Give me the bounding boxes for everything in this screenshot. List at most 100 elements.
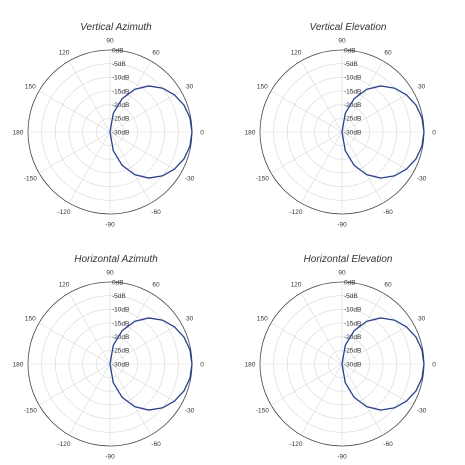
polar-chart: 0 30 60 90 120 150 180 -150 -120 -90 -60 -30 0dB -5dB… [13, 37, 205, 228]
angle-tick-label: -60 [383, 209, 393, 216]
grid-spoke [341, 60, 384, 133]
radial-tick-label: -5dB [344, 61, 358, 68]
grid-spoke [109, 131, 182, 174]
angle-tick-label: -150 [256, 407, 269, 414]
angle-tick-label: 90 [106, 269, 114, 276]
angle-tick-label: 180 [245, 129, 256, 136]
angle-tick-label: -60 [383, 441, 393, 448]
radial-tick-label: -5dB [344, 293, 358, 300]
angle-tick-label: -60 [151, 209, 161, 216]
angle-tick-label: 180 [245, 361, 256, 368]
angle-tick-label: 150 [25, 315, 36, 322]
vertical-azimuth-panel: Vertical Azimuth 0 30 60 90 120 150 180 -150 -12… [0, 0, 232, 232]
angle-tick-label: 120 [59, 50, 70, 57]
radial-tick-label: -20dB [112, 334, 129, 341]
angle-tick-label: 60 [384, 50, 392, 57]
radial-tick-label: -5dB [112, 61, 126, 68]
polar-chart: 0 30 60 90 120 150 180 -150 -120 -90 -60 -30 0dB -5dB… [13, 269, 205, 460]
angle-tick-label: 180 [13, 129, 24, 136]
radial-tick-label: -10dB [344, 307, 361, 314]
grid-spoke [300, 60, 343, 133]
radial-tick-label: -30dB [112, 361, 129, 368]
grid-spoke [341, 90, 414, 133]
angle-tick-label: 30 [418, 83, 426, 90]
radial-tick-label: -20dB [112, 102, 129, 109]
grid-spoke [68, 60, 111, 133]
polar-chart: 0 30 60 90 120 150 180 -150 -120 -90 -60 -30 0dB -5dB… [245, 37, 437, 228]
angle-tick-label: 90 [338, 269, 346, 276]
angle-tick-label: -120 [289, 441, 302, 448]
chart-title: Vertical Elevation [309, 22, 387, 33]
polar-series-line [109, 85, 193, 179]
angle-tick-label: 90 [106, 37, 114, 44]
polar-series-line [341, 317, 425, 411]
angle-tick-label: -30 [185, 407, 195, 414]
radial-tick-label: -15dB [344, 320, 361, 327]
angle-tick-label: 30 [418, 315, 426, 322]
radial-tick-label: 0dB [112, 47, 124, 54]
chart-title: Vertical Azimuth [80, 22, 152, 33]
angle-tick-label: -90 [337, 453, 347, 460]
polar-series-line [341, 85, 425, 179]
grid-spoke [341, 363, 414, 406]
grid-spoke [38, 363, 111, 406]
grid-spoke [341, 131, 414, 174]
grid-spoke [38, 90, 111, 133]
chart-title: Horizontal Azimuth [74, 254, 158, 265]
angle-tick-label: 120 [291, 282, 302, 289]
grid-spoke [109, 292, 152, 365]
grid-spoke [109, 60, 152, 133]
grid-spoke [109, 322, 182, 365]
radial-tick-label: -25dB [344, 348, 361, 355]
grid-spoke [270, 90, 343, 133]
angle-tick-label: 60 [152, 282, 160, 289]
angle-tick-label: -90 [105, 221, 115, 228]
radial-tick-label: -25dB [112, 116, 129, 123]
grid-spoke [300, 131, 343, 204]
grid-spoke [109, 90, 182, 133]
horizontal-elevation-panel: Horizontal Elevation 0 30 60 90 120 150 180 -15… [232, 232, 464, 464]
radial-tick-label: 0dB [344, 279, 356, 286]
grid-spoke [109, 363, 182, 406]
angle-tick-label: 0 [200, 129, 204, 136]
radial-tick-label: 0dB [112, 279, 124, 286]
grid-spoke [270, 131, 343, 174]
angle-tick-label: -90 [337, 221, 347, 228]
angle-tick-label: -30 [185, 175, 195, 182]
grid-spoke [270, 322, 343, 365]
angle-tick-label: -30 [417, 175, 427, 182]
horizontal-azimuth-panel: Horizontal Azimuth 0 30 60 90 120 150 180 -150 -… [0, 232, 232, 464]
grid-spoke [68, 131, 111, 204]
radial-tick-label: -30dB [112, 129, 129, 136]
angle-tick-label: 0 [200, 361, 204, 368]
angle-tick-label: 60 [152, 50, 160, 57]
grid-spoke [341, 292, 384, 365]
radial-tick-label: -30dB [344, 361, 361, 368]
angle-tick-label: 120 [59, 282, 70, 289]
radial-tick-label: -5dB [112, 293, 126, 300]
grid-spoke [300, 363, 343, 436]
grid-spoke [109, 363, 152, 436]
vertical-elevation-panel: Vertical Elevation 0 30 60 90 120 150 180 -150 -… [232, 0, 464, 232]
radial-tick-label: -25dB [344, 116, 361, 123]
angle-tick-label: -90 [105, 453, 115, 460]
radial-tick-label: -20dB [344, 102, 361, 109]
radial-tick-label: -15dB [344, 88, 361, 95]
grid-spoke [68, 292, 111, 365]
angle-tick-label: 150 [257, 315, 268, 322]
angle-tick-label: -120 [57, 209, 70, 216]
polar-chart: 0 30 60 90 120 150 180 -150 -120 -90 -60 -30 0dB -5dB… [245, 269, 437, 460]
angle-tick-label: 60 [384, 282, 392, 289]
polar-series-line [109, 317, 193, 411]
chart-title: Horizontal Elevation [303, 254, 393, 265]
angle-tick-label: -150 [256, 175, 269, 182]
grid-spoke [341, 322, 414, 365]
radial-tick-label: -25dB [112, 348, 129, 355]
grid-spoke [300, 292, 343, 365]
radial-tick-label: -15dB [112, 88, 129, 95]
angle-tick-label: -60 [151, 441, 161, 448]
radial-tick-label: -10dB [112, 307, 129, 314]
grid-spoke [270, 363, 343, 406]
angle-tick-label: 120 [291, 50, 302, 57]
